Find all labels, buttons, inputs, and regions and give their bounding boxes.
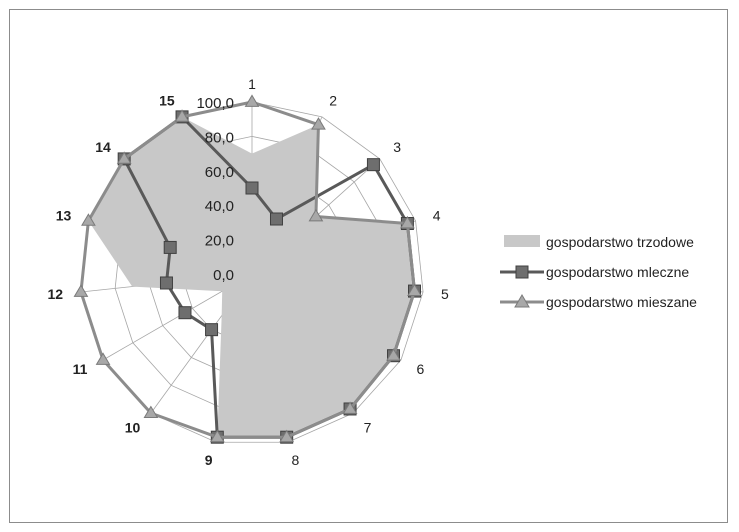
radial-tick-labels: 0,0 20,0 40,0 60,0 80,0 100,0 — [196, 95, 234, 284]
legend-swatch-area — [504, 235, 540, 247]
marker-triangle — [407, 283, 422, 296]
marker-square — [366, 158, 380, 172]
radial-tick-label: 20,0 — [205, 233, 234, 250]
marker-triangle — [308, 208, 324, 222]
marker-triangle — [174, 109, 190, 122]
legend-label: gospodarstwo trzodowe — [546, 234, 694, 250]
marker-triangle — [95, 352, 111, 365]
marker-triangle — [244, 94, 260, 107]
category-label: 13 — [56, 207, 72, 223]
marker-triangle — [400, 215, 415, 229]
marker-square — [163, 240, 177, 254]
category-label: 3 — [393, 139, 401, 155]
radial-tick-label: 60,0 — [205, 164, 234, 181]
legend-marker-square — [515, 265, 529, 279]
category-label: 15 — [159, 92, 175, 108]
category-label: 8 — [292, 452, 300, 468]
legend-entry: gospodarstwo mleczne — [500, 264, 689, 280]
marker-triangle — [386, 348, 401, 361]
category-label: 7 — [364, 420, 372, 436]
category-label: 6 — [417, 361, 425, 377]
radar-series — [73, 94, 422, 444]
legend-entry: gospodarstwo trzodowe — [504, 234, 694, 250]
series-area — [88, 116, 415, 438]
marker-triangle — [143, 405, 159, 419]
marker-square — [245, 181, 259, 195]
category-label: 4 — [433, 207, 441, 223]
marker-square — [205, 323, 219, 337]
legend-label: gospodarstwo mieszane — [546, 294, 697, 310]
legend-entry: gospodarstwo mieszane — [500, 294, 697, 310]
category-label: 5 — [441, 286, 449, 302]
category-label: 14 — [95, 139, 111, 155]
legend-label: gospodarstwo mleczne — [546, 264, 689, 280]
radial-tick-label: 80,0 — [205, 129, 234, 146]
marker-square — [269, 212, 283, 226]
marker-triangle — [73, 284, 89, 297]
legend: gospodarstwo trzodowe gospodarstwo mleczn… — [500, 234, 697, 310]
marker-triangle — [311, 117, 326, 130]
radial-tick-label: 0,0 — [213, 267, 234, 284]
category-label: 11 — [73, 361, 88, 377]
category-label: 9 — [205, 452, 213, 468]
marker-square — [178, 306, 192, 320]
radial-tick-label: 100,0 — [196, 95, 234, 112]
radial-tick-label: 40,0 — [205, 198, 234, 215]
marker-triangle — [209, 429, 225, 443]
marker-square — [159, 276, 173, 290]
legend-marker-triangle — [514, 294, 530, 308]
category-label: 12 — [47, 286, 63, 302]
category-label: 2 — [329, 92, 337, 108]
marker-triangle — [342, 401, 358, 414]
marker-triangle — [81, 213, 96, 226]
marker-triangle — [279, 429, 295, 443]
marker-triangle — [116, 151, 132, 164]
series-line — [79, 100, 417, 439]
category-label: 1 — [248, 76, 256, 92]
category-label: 10 — [125, 420, 141, 436]
